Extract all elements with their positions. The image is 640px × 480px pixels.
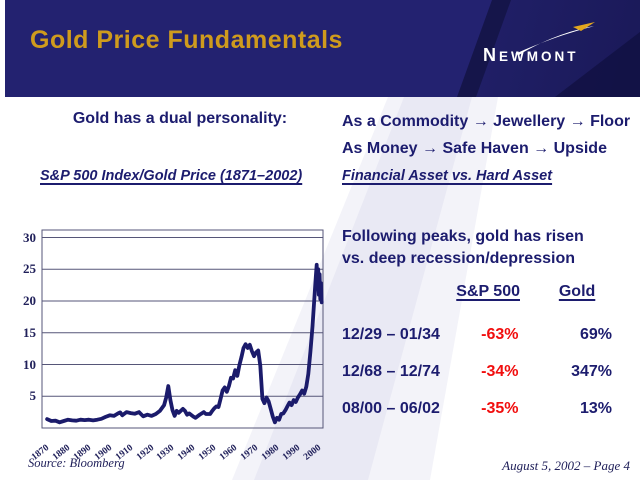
commodity-money-lines: As a Commodity → Jewellery → Floor As Mo… [342, 108, 634, 162]
gold-value-cell: 69% [579, 326, 612, 343]
following-peaks-line1: Following peaks, gold has risen [342, 228, 584, 245]
sp500-column-header: S&P 500 [456, 283, 520, 300]
ratio-line-chart [41, 229, 324, 429]
sp500-value-cell: -34% [481, 363, 519, 380]
y-axis-tick-label: 20 [23, 293, 36, 308]
ratio-series-line [45, 262, 324, 425]
money-line: As Money → Safe Haven → Upside [342, 140, 607, 157]
period-cell: 08/00 – 06/02 [342, 400, 440, 417]
y-axis-tick-label: 15 [23, 324, 36, 340]
date-page-number: August 5, 2002 – Page 4 [502, 458, 630, 473]
table-header-row: S&P 500 Gold [342, 283, 614, 301]
y-axis-tick-label: 30 [23, 229, 36, 245]
header-band: Gold Price Fundamentals NEWMONT [5, 0, 640, 97]
following-peaks-line2: vs. deep recession/depression [342, 250, 575, 267]
page-title: Gold Price Fundamentals [30, 26, 343, 54]
source-note: Source: Bloomberg [28, 456, 125, 470]
y-axis-tick-label: 5 [29, 388, 37, 404]
table-header-spacer [342, 283, 454, 301]
gold-value-cell: 347% [571, 363, 612, 380]
period-cell: 12/68 – 12/74 [342, 363, 440, 380]
logo-swoosh-icon [515, 22, 595, 55]
dual-personality-heading: Gold has a dual personality: [72, 110, 288, 127]
sp500-value-cell: -63% [481, 326, 519, 343]
y-axis-tick-label: 10 [23, 356, 36, 372]
gold-value-cell: 13% [579, 400, 612, 417]
asset-comparison-subtitle: Financial Asset vs. Hard Asset [342, 168, 553, 184]
period-cell: 12/29 – 01/34 [342, 326, 440, 343]
plot-border [41, 229, 324, 429]
logo-wordmark: NEWMONT [483, 45, 579, 65]
y-axis-tick-label: 25 [23, 261, 36, 277]
chart-title: S&P 500 Index/Gold Price (1871–2002) [40, 168, 303, 184]
newmont-logo: NEWMONT [483, 12, 608, 74]
table-row: 12/68 – 12/74 -34% 347% [342, 363, 614, 381]
sp500-value-cell: -35% [481, 400, 519, 417]
table-row: 08/00 – 06/02 -35% 13% [342, 400, 614, 418]
following-peaks-heading: Following peaks, gold has risen vs. deep… [342, 226, 634, 270]
commodity-line: As a Commodity → Jewellery → Floor [342, 113, 631, 130]
gold-column-header: Gold [558, 283, 596, 300]
table-row: 12/29 – 01/34 -63% 69% [342, 326, 614, 344]
